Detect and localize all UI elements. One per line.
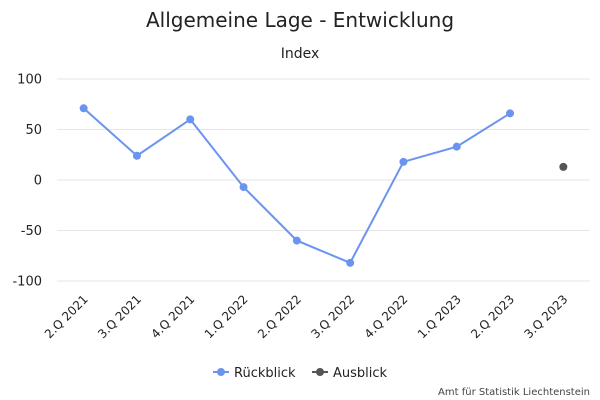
x-tick-label: 3.Q 2022 bbox=[308, 292, 357, 341]
x-tick-label: 4.Q 2021 bbox=[148, 292, 197, 341]
x-tick-label: 2.Q 2021 bbox=[42, 292, 91, 341]
x-tick-label: 1.Q 2023 bbox=[415, 292, 464, 341]
data-point-rueckblick[interactable] bbox=[452, 142, 461, 151]
data-point-rueckblick[interactable] bbox=[186, 115, 195, 124]
data-point-rueckblick[interactable] bbox=[132, 151, 141, 160]
legend-label-ausblick: Ausblick bbox=[333, 366, 388, 381]
y-tick-label: -50 bbox=[21, 224, 42, 239]
data-point-rueckblick[interactable] bbox=[79, 104, 88, 113]
legend-marker-ausblick bbox=[316, 368, 324, 376]
legend-label-rueckblick: Rückblick bbox=[234, 366, 296, 381]
data-point-ausblick[interactable] bbox=[559, 162, 568, 171]
data-point-rueckblick[interactable] bbox=[399, 157, 408, 166]
series bbox=[79, 104, 568, 267]
y-tick-label: 100 bbox=[17, 73, 42, 88]
legend-marker-rueckblick bbox=[217, 368, 225, 376]
x-tick-label: 2.Q 2022 bbox=[255, 292, 304, 341]
chart-title: Allgemeine Lage - Entwicklung bbox=[146, 8, 454, 32]
x-tick-label: 3.Q 2021 bbox=[95, 292, 144, 341]
legend-item-ausblick[interactable]: Ausblick bbox=[312, 366, 388, 381]
legend-item-rueckblick[interactable]: Rückblick bbox=[213, 366, 296, 381]
x-tick-label: 4.Q 2022 bbox=[362, 292, 411, 341]
y-axis: 100 50 0 -50 -100 bbox=[12, 73, 42, 290]
legend[interactable]: Rückblick Ausblick bbox=[213, 366, 388, 381]
y-tick-label: -100 bbox=[12, 275, 42, 290]
grid bbox=[57, 78, 590, 282]
x-tick-label: 1.Q 2022 bbox=[202, 292, 251, 341]
data-point-rueckblick[interactable] bbox=[239, 183, 248, 192]
data-point-rueckblick[interactable] bbox=[292, 236, 301, 245]
x-axis: 2.Q 2021 3.Q 2021 4.Q 2021 1.Q 2022 2.Q 2022… bbox=[42, 292, 571, 341]
data-point-rueckblick[interactable] bbox=[346, 258, 355, 267]
credits[interactable]: Amt für Statistik Liechtenstein bbox=[438, 387, 590, 398]
x-tick-label: 3.Q 2023 bbox=[522, 292, 571, 341]
data-point-rueckblick[interactable] bbox=[506, 109, 515, 118]
x-tick-label: 2.Q 2023 bbox=[468, 292, 517, 341]
y-tick-label: 50 bbox=[25, 123, 42, 138]
chart-subtitle: Index bbox=[281, 46, 320, 62]
y-tick-label: 0 bbox=[34, 174, 42, 189]
